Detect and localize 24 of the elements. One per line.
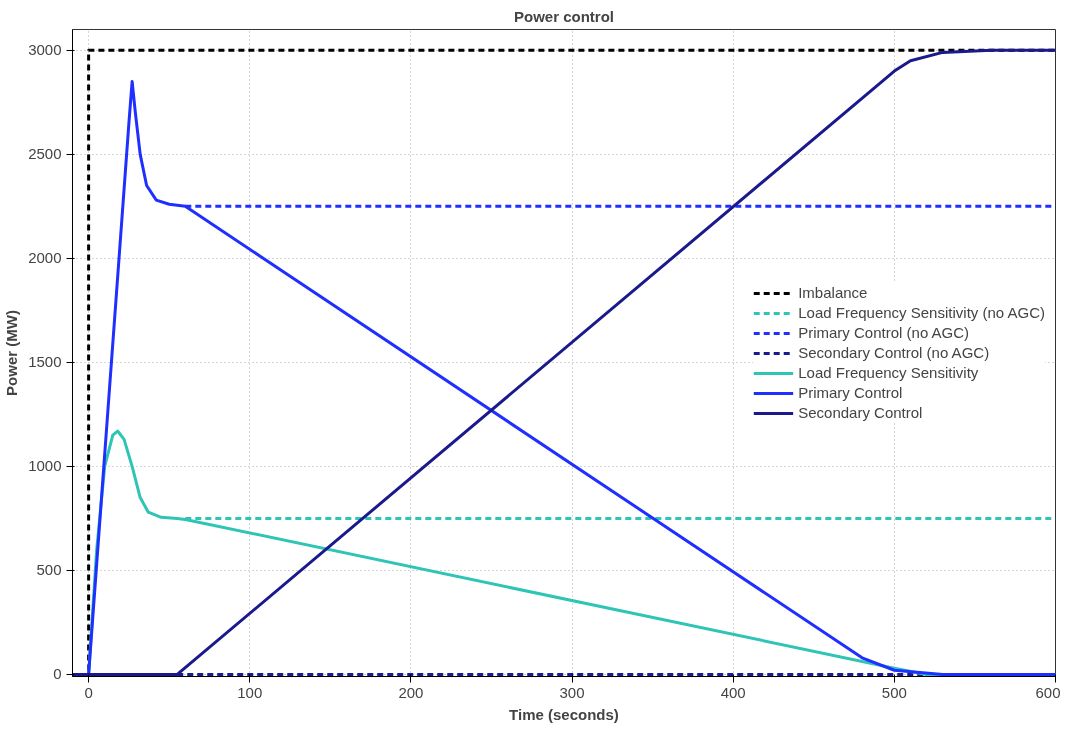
- y-tick-label: 0: [53, 665, 62, 683]
- legend-label: Secondary Control: [798, 404, 923, 421]
- y-tick-label: 3000: [28, 41, 62, 59]
- x-axis-title: Time (seconds): [509, 705, 619, 723]
- legend-label: Load Frequency Sensitivity: [798, 364, 979, 381]
- x-tick-label: 0: [84, 683, 93, 701]
- y-tick-label: 2000: [28, 249, 62, 267]
- x-tick-label: 500: [881, 683, 907, 701]
- chart-title: Power control: [513, 7, 615, 25]
- legend-label: Secondary Control (no AGC): [798, 344, 990, 361]
- x-tick-label: 200: [398, 683, 424, 701]
- x-tick-label: 400: [720, 683, 746, 701]
- x-tick-label: 300: [559, 683, 585, 701]
- y-tick-label: 1000: [28, 457, 62, 475]
- legend-label: Imbalance: [798, 284, 868, 301]
- y-tick-label: 1500: [28, 353, 62, 371]
- x-tick-label: 600: [1035, 683, 1061, 701]
- legend-label: Primary Control (no AGC): [798, 324, 970, 341]
- y-axis-title: Power (MW): [3, 310, 21, 396]
- x-tick-label: 100: [237, 683, 263, 701]
- legend-label: Primary Control: [798, 384, 903, 401]
- y-tick-label: 500: [36, 561, 62, 579]
- legend-label: Load Frequency Sensitivity (no AGC): [798, 304, 1045, 321]
- y-tick-label: 2500: [28, 145, 62, 163]
